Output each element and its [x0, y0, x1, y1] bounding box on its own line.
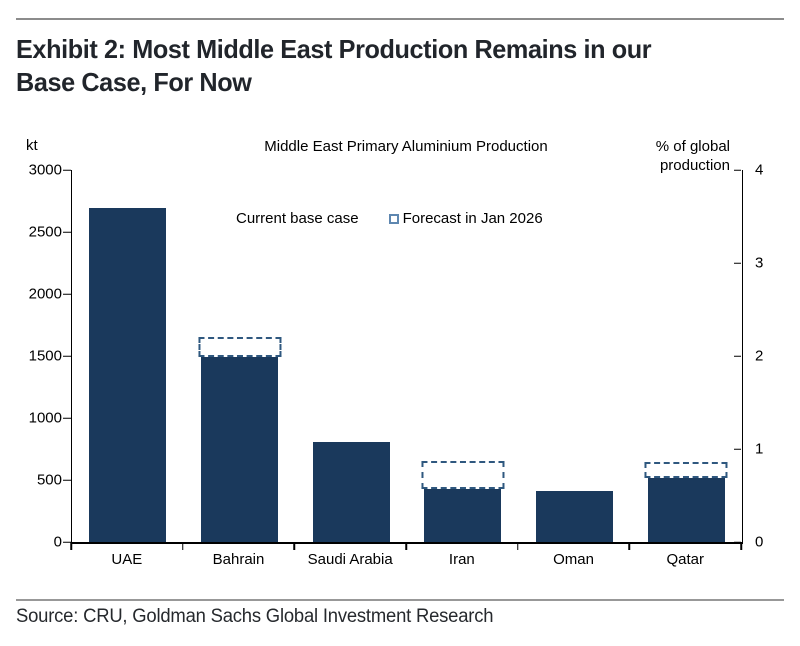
plot-area: [71, 170, 743, 544]
left-axis-unit-label: kt: [26, 137, 38, 154]
bar-slot-oman: [519, 170, 631, 542]
right-tick-mark-4: [734, 169, 741, 171]
exhibit-title-line2: Base Case, For Now: [16, 67, 252, 97]
right-tick-label-2: 2: [755, 347, 764, 365]
bottom-divider: [16, 599, 784, 601]
chart-title: Middle East Primary Aluminium Production: [264, 138, 548, 155]
left-tick-mark-500: [63, 479, 71, 481]
bar-qatar: [647, 478, 725, 542]
left-tick-label-0: 0: [53, 533, 62, 551]
x-axis-tick-5: [628, 542, 631, 550]
top-divider: [16, 18, 784, 20]
right-axis-ticks: [734, 169, 741, 543]
forecast-cap-iran: [421, 461, 505, 489]
bar-slot-qatar: [630, 170, 742, 542]
left-tick-label-1500: 1500: [28, 347, 62, 365]
left-tick-label-500: 500: [36, 471, 62, 489]
category-label-qatar: Qatar: [666, 551, 704, 568]
legend-item-forecast: Forecast in Jan 2026: [388, 210, 543, 227]
exhibit-title: Exhibit 2: Most Middle East Production R…: [16, 33, 761, 99]
category-label-iran: Iran: [448, 551, 475, 568]
legend-label-current-base-case: Current base case: [236, 210, 359, 227]
left-tick-mark-1500: [63, 355, 71, 357]
forecast-cap-bahrain: [197, 337, 282, 358]
x-axis-tick-0: [70, 542, 72, 550]
exhibit-title-line1: Exhibit 2: Most Middle East Production R…: [16, 34, 652, 64]
left-tick-label-3000: 3000: [28, 161, 62, 179]
bar-slot-saudi-arabia: [295, 170, 407, 542]
legend-label-forecast: Forecast in Jan 2026: [402, 210, 543, 227]
left-tick-mark-0: [63, 541, 71, 543]
right-tick-mark-0: [734, 541, 741, 543]
x-axis-tick-6: [740, 542, 742, 550]
right-tick-mark-1: [734, 448, 741, 450]
left-tick-mark-2500: [63, 231, 71, 233]
category-label-oman: Oman: [553, 551, 594, 568]
left-tick-label-1000: 1000: [28, 409, 62, 427]
x-axis-ticks: [70, 542, 742, 551]
bar-bahrain: [200, 357, 279, 542]
right-axis-unit-label: % of global production: [655, 138, 730, 174]
category-labels: UAE Bahrain Saudi Arabia Iran Oman Qatar: [71, 551, 741, 568]
right-tick-label-0: 0: [755, 533, 764, 551]
right-tick-mark-2: [734, 355, 741, 357]
legend-item-current-base-case: Current base case: [220, 210, 359, 227]
bar-iran: [424, 488, 502, 542]
left-axis-labels: 0 500 1000 1500 2000 2500 3000: [0, 163, 62, 550]
dashed-swatch-icon: [388, 213, 399, 224]
category-label-bahrain: Bahrain: [212, 551, 265, 568]
bar-slot-bahrain: [184, 170, 296, 542]
left-tick-label-2500: 2500: [28, 223, 62, 241]
left-tick-label-2000: 2000: [28, 285, 62, 303]
category-label-saudi-arabia: Saudi Arabia: [307, 551, 393, 568]
bar-slot-uae: [72, 170, 184, 542]
bar-slot-iran: [407, 170, 519, 542]
x-axis-tick-3: [405, 542, 407, 550]
left-axis-ticks: [63, 169, 71, 543]
right-tick-mark-3: [734, 262, 741, 264]
left-tick-mark-1000: [63, 417, 71, 419]
legend: Current base case Forecast in Jan 2026: [220, 210, 543, 227]
source-text: Source: CRU, Goldman Sachs Global Invest…: [16, 606, 494, 627]
category-label-uae: UAE: [111, 551, 143, 568]
right-axis-labels: 0 1 2 3 4: [755, 163, 795, 550]
right-tick-label-1: 1: [755, 440, 764, 458]
forecast-cap-qatar: [644, 462, 728, 479]
x-axis-tick-4: [516, 542, 519, 550]
right-tick-label-3: 3: [755, 254, 764, 272]
left-tick-mark-2000: [63, 293, 71, 295]
right-tick-label-4: 4: [755, 161, 764, 179]
x-axis-tick-1: [181, 542, 184, 550]
bar-saudi-arabia: [312, 441, 390, 542]
bar-oman: [536, 491, 614, 542]
bar-uae: [89, 208, 167, 542]
x-axis-tick-2: [293, 542, 296, 550]
left-tick-mark-3000: [63, 169, 71, 171]
